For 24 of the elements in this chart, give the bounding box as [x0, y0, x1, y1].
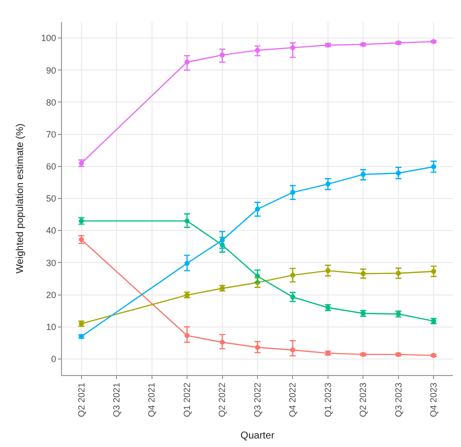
x-tick-label: Q4 2021: [146, 382, 157, 418]
y-tick-label: 40: [46, 226, 56, 236]
y-tick-label: 90: [46, 65, 56, 76]
x-tick-label: Q2 2021: [76, 382, 86, 418]
y-tick-label: 80: [46, 97, 56, 108]
y-tick-label: 20: [46, 290, 56, 300]
y-tick-label: 100: [41, 33, 56, 44]
x-tick-label: Q3 2021: [112, 382, 122, 418]
x-tick-label: Q4 2022: [288, 382, 298, 418]
x-tick-label: Q2 2022: [217, 382, 228, 418]
y-tick-label: 10: [46, 322, 56, 332]
y-tick-label: 50: [46, 194, 56, 204]
y-tick-label: 30: [46, 258, 56, 268]
y-tick-label: 70: [46, 129, 56, 140]
y-axis-title: Weighted population estimate (%): [15, 124, 26, 274]
x-tick-label: Q3 2023: [393, 382, 404, 418]
x-tick-label: Q1 2022: [182, 382, 192, 418]
x-tick-label: Q4 2023: [428, 382, 439, 418]
x-tick-label: Q1 2023: [322, 382, 333, 418]
y-tick-label: 60: [46, 162, 56, 172]
x-tick-label: Q3 2022: [252, 382, 262, 418]
x-axis-title: Quarter: [240, 430, 276, 442]
x-tick-label: Q2 2023: [358, 382, 368, 418]
y-tick-label: 0: [51, 354, 56, 364]
